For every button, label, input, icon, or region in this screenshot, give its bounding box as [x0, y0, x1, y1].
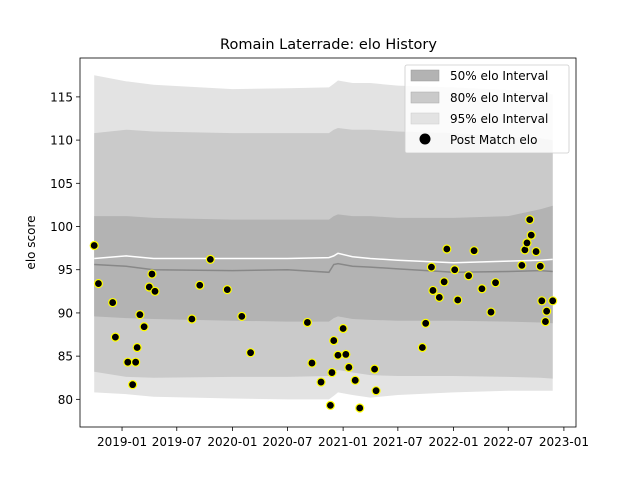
- x-tick-label: 2019-07: [152, 435, 202, 449]
- post-match-point: [469, 246, 479, 256]
- legend-label-50: 50% elo Interval: [450, 69, 548, 83]
- post-match-point: [341, 349, 351, 360]
- post-match-point: [316, 377, 326, 387]
- post-match-point: [237, 311, 247, 321]
- post-match-point: [350, 375, 360, 385]
- x-tick-label: 2022-01: [428, 435, 478, 449]
- legend-frame: [404, 64, 570, 154]
- post-match-point: [522, 238, 532, 248]
- y-tick-label: 105: [50, 177, 73, 191]
- legend-label-post-match: Post Match elo: [450, 133, 537, 147]
- y-axis-title: elo score: [24, 215, 38, 269]
- post-match-point: [542, 306, 552, 316]
- post-match-point: [434, 292, 444, 302]
- post-match-point: [329, 335, 339, 346]
- legend: 50% elo Interval 80% elo Interval 95% el…: [404, 64, 570, 154]
- post-match-point: [123, 357, 133, 367]
- post-match-point: [369, 364, 380, 374]
- post-match-point: [195, 280, 205, 290]
- post-match-point: [428, 285, 438, 296]
- x-tick-label: 2023-01: [539, 435, 589, 449]
- legend-swatch-95: [410, 112, 440, 125]
- band-50: [94, 205, 553, 324]
- x-tick-label: 2019-01: [97, 435, 147, 449]
- post-match-point: [486, 307, 496, 317]
- post-match-point: [426, 262, 437, 272]
- post-match-point: [537, 296, 547, 306]
- y-tick-label: 85: [58, 350, 73, 364]
- post-match-point: [417, 342, 427, 353]
- legend-label-95: 95% elo Interval: [450, 112, 548, 126]
- post-match-point: [517, 260, 527, 270]
- y-tick-label: 95: [58, 263, 73, 277]
- post-match-point: [450, 265, 460, 275]
- x-tick-label: 2021-07: [373, 435, 423, 449]
- post-match-point: [245, 348, 256, 358]
- post-match-point: [128, 380, 138, 390]
- post-match-point: [421, 318, 431, 328]
- post-match-point: [222, 285, 232, 295]
- post-match-point: [490, 278, 501, 288]
- post-match-point: [147, 269, 157, 279]
- post-match-point: [89, 240, 99, 251]
- legend-marker-post-match: [419, 133, 431, 145]
- post-match-point: [531, 246, 541, 257]
- center-lines: [94, 252, 553, 274]
- post-match-points: [89, 215, 558, 413]
- post-match-point: [302, 317, 313, 328]
- x-tick-label: 2022-07: [483, 435, 533, 449]
- y-tick-label: 90: [58, 306, 73, 320]
- post-match-point: [338, 323, 348, 334]
- x-tick-label: 2021-01: [318, 435, 368, 449]
- post-match-point: [535, 261, 545, 271]
- post-match-point: [344, 362, 354, 372]
- post-match-point: [464, 271, 474, 281]
- chart-title: Romain Laterrade: elo History: [220, 37, 437, 53]
- y-axis: 80 85 90 95 100 105 110 115: [50, 90, 80, 407]
- median-line: [94, 252, 553, 264]
- post-match-point: [135, 310, 145, 320]
- x-tick-label: 2020-07: [262, 435, 312, 449]
- post-match-point: [371, 386, 381, 396]
- post-match-point: [548, 296, 558, 306]
- x-axis: 2019-01 2019-07 2020-01 2020-07 2021-01 2021-…: [97, 427, 589, 449]
- post-match-point: [333, 350, 343, 360]
- interval-bands: [94, 75, 553, 400]
- y-tick-label: 100: [50, 220, 73, 234]
- mean-line: [94, 262, 553, 274]
- y-tick-label: 110: [50, 134, 73, 148]
- post-match-point: [131, 357, 141, 367]
- post-match-point: [108, 297, 118, 308]
- post-match-point: [439, 277, 449, 287]
- legend-swatch-80: [410, 91, 440, 104]
- post-match-point: [93, 278, 104, 289]
- plot-frame: [79, 57, 577, 428]
- post-match-point: [477, 284, 487, 294]
- post-match-point: [540, 316, 551, 327]
- post-match-point: [525, 215, 535, 225]
- post-match-point: [526, 230, 536, 240]
- post-match-point: [150, 286, 160, 296]
- post-match-point: [110, 332, 120, 342]
- post-match-point: [325, 400, 336, 410]
- post-match-point: [355, 403, 365, 413]
- post-match-point: [205, 254, 215, 264]
- post-match-point: [132, 342, 142, 353]
- y-tick-label: 80: [58, 393, 73, 407]
- post-match-point: [139, 322, 149, 332]
- legend-label-80: 80% elo Interval: [450, 91, 548, 105]
- post-match-point: [307, 358, 317, 368]
- post-match-point: [453, 295, 463, 305]
- post-match-point: [187, 314, 197, 324]
- x-tick-label: 2020-01: [207, 435, 257, 449]
- post-match-point: [327, 367, 337, 378]
- post-match-point: [442, 244, 452, 254]
- legend-swatch-50: [410, 69, 440, 82]
- y-tick-label: 115: [50, 90, 73, 104]
